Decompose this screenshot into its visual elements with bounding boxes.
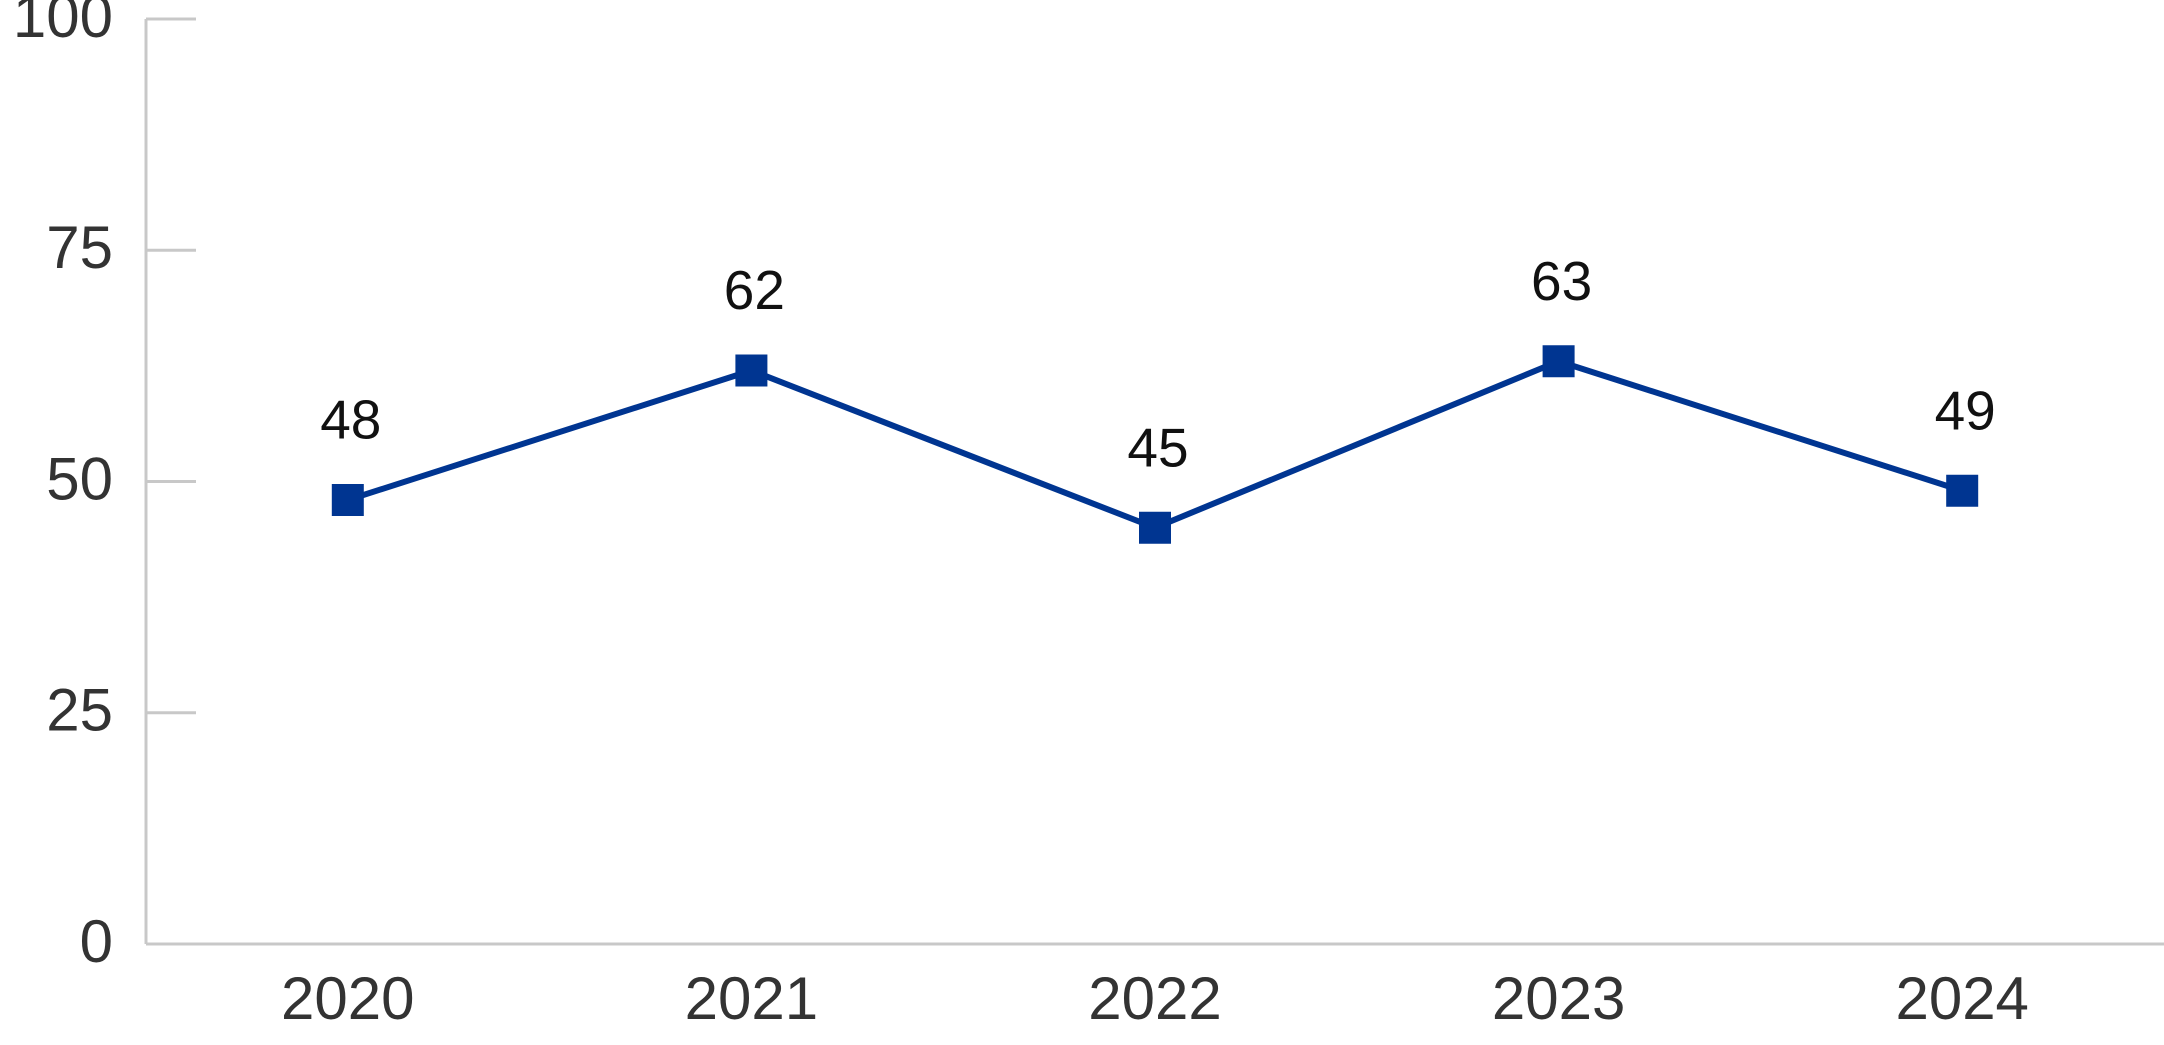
data-label: 45 xyxy=(1127,416,1188,478)
x-tick-label: 2023 xyxy=(1492,965,1625,1032)
point-marker xyxy=(1946,474,1979,507)
data-label: 62 xyxy=(724,259,785,321)
point-marker xyxy=(735,354,768,387)
y-tick-label: 75 xyxy=(46,214,113,281)
y-tick-label: 50 xyxy=(46,445,113,512)
y-tick-label: 100 xyxy=(13,0,113,50)
x-tick-label: 2020 xyxy=(281,965,414,1032)
data-label: 49 xyxy=(1935,379,1996,441)
y-tick-label: 25 xyxy=(46,677,113,744)
point-marker xyxy=(1542,345,1575,378)
x-tick-label: 2021 xyxy=(685,965,818,1032)
point-marker xyxy=(1139,511,1171,544)
y-tick-label: 0 xyxy=(80,908,113,975)
data-label: 63 xyxy=(1531,250,1592,312)
point-marker xyxy=(331,484,364,516)
x-tick-label: 2022 xyxy=(1088,965,1221,1032)
x-tick-label: 2024 xyxy=(1895,965,2028,1032)
data-label: 48 xyxy=(320,389,381,451)
